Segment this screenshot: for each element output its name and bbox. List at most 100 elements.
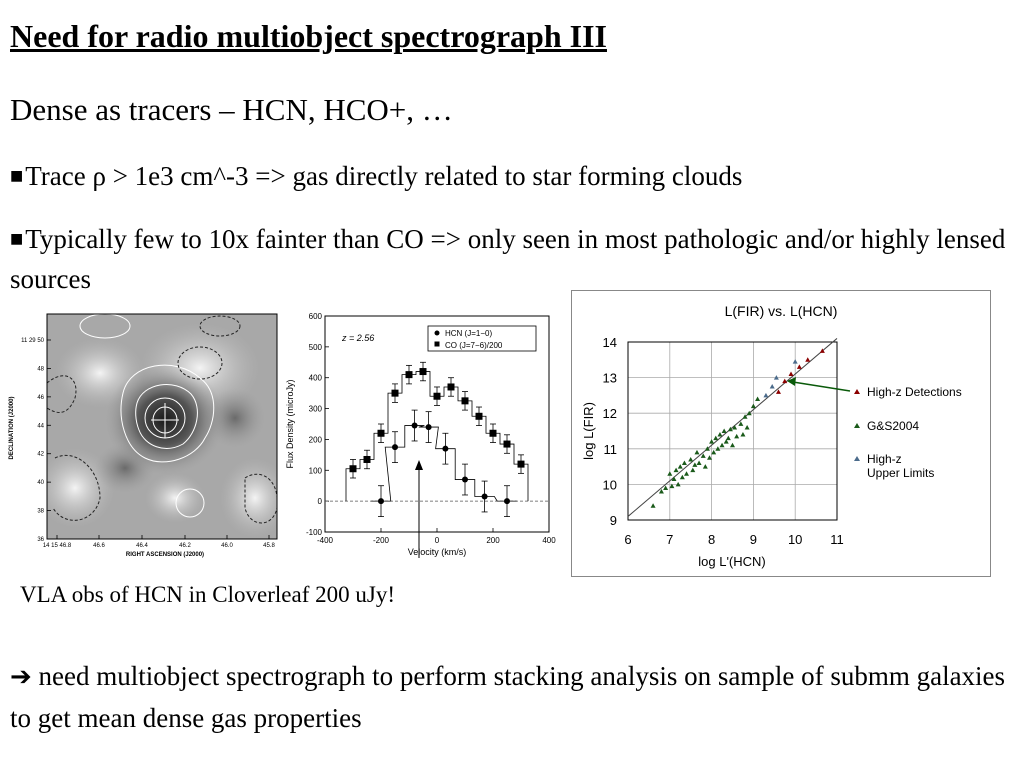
legend-triangle-icon [854,423,860,428]
fir-fit-line [627,338,838,517]
spectrum-point-hcn [481,493,488,500]
fir-point [671,476,677,482]
fir-chart-title: L(FIR) vs. L(HCN) [725,303,838,319]
fir-x-tick-label: 6 [624,532,631,547]
fir-y-tick-label: 11 [604,442,618,457]
fir-legend: High-z Detections G&S2004 High-z Upper Li… [854,385,962,480]
fir-point [702,464,708,469]
fir-point [773,375,779,380]
fir-point [723,439,729,444]
fir-point [725,435,731,441]
spectrum-point-co [391,389,399,397]
fir-point [709,439,715,444]
map-y-tick-label: 36 [37,537,44,543]
legend-circle-marker [434,330,440,336]
spectrum-x-tick-label: -200 [373,536,390,545]
hcn-spectrum-chart: -100 0 100 200 300 400 500 600 -400 -200 0 200 400 z… [285,312,556,558]
spectrum-y-tick-label: 200 [309,435,323,444]
fir-y-tick-label: 13 [603,371,617,386]
fir-point [692,462,698,467]
map-y-tick-label: 44 [37,423,44,429]
fir-point [763,392,769,398]
fir-y-tick-label: 10 [603,477,617,492]
fir-point [677,464,683,469]
map-x-ticks: 14 15 46.8 46.6 46.4 46.2 46.0 45.8 [43,535,275,549]
map-x-tick-label: 46.0 [221,543,233,549]
fir-point [819,348,825,353]
fir-point [681,460,687,466]
spectrum-y-tick-label: -100 [306,528,323,537]
spectrum-point-co [419,368,427,376]
fir-point [755,396,761,401]
spectrum-x-tick-label: -400 [317,536,334,545]
bullet-square-icon: ■ [10,168,24,184]
legend-label: High-z Upper Limits [867,452,934,480]
fir-point [663,485,669,490]
fir-point [805,357,811,362]
map-y-ticks: 11 29 50 48 46 44 42 40 38 36 [21,338,51,543]
fir-point [696,460,702,466]
right-arrow-icon: ➔ [10,662,32,692]
fir-point [704,446,710,451]
spectrum-point-hcn [504,498,510,505]
bullet-trace-density: ■Trace ρ > 1e3 cm^-3 => gas directly rel… [10,156,742,196]
spectrum-y-axis-label: Flux Density (microJy) [285,379,295,468]
fir-point [711,449,717,455]
map-y-axis-label: DECLINATION (J2000) [9,397,15,460]
slide-title: Need for radio multiobject spectrograph … [10,18,607,54]
fir-point [727,426,733,432]
map-y-tick-label: 42 [37,452,44,458]
bullet-fainter-than-co: ■Typically few to 10x fainter than CO =>… [10,219,1015,299]
hcn-contour-map: 11 29 50 48 46 44 42 40 38 36 14 15 46.8 46.6 46.… [9,313,278,558]
fir-point [769,384,775,389]
spectrum-y-tick-label: 500 [309,343,323,352]
fir-point [715,446,721,451]
map-x-axis-label: RIGHT ASCENSION (J2000) [126,552,204,558]
spectrum-point-co [475,412,483,420]
spectrum-point-co [349,465,357,473]
fir-y-tick-label: 12 [603,406,617,421]
spectrum-x-axis-label: Velocity (km/s) [408,547,467,557]
fir-y-tick-label: 14 [603,335,617,350]
legend-triangle-icon [854,456,860,461]
spectrum-redshift-annotation: z = 2.56 [341,333,374,343]
fir-vs-hcn-chart: L(FIR) vs. L(HCN) 6 7 8 9 10 11 9 10 11 12 13 14 lo… [571,290,991,577]
fir-x-tick-label: 9 [750,532,757,547]
fir-marks [627,338,838,517]
fir-point [679,474,685,480]
fir-point [750,403,756,409]
map-x-tick-label: 45.8 [263,543,275,549]
fir-point [669,483,675,489]
fir-point [673,467,679,473]
map-y-tick-label: 46 [37,395,44,401]
fir-point [796,364,802,369]
fir-point [707,455,713,460]
fir-point [684,471,690,476]
fir-point [694,449,700,455]
spectrum-y-tick-label: 600 [309,312,323,321]
legend-label: G&S2004 [867,419,919,433]
bullet-square-icon: ■ [10,231,24,247]
map-x-tick-label: 46.4 [136,543,148,549]
map-image [47,314,277,539]
spectrum-point-co [377,429,385,437]
bullet-text: Typically few to 10x fainter than CO => … [10,224,1006,294]
fir-x-axis-label: log L'(HCN) [698,554,766,569]
spectrum-axes: -100 0 100 200 300 400 500 600 -400 -200 0 200 400 [306,312,556,545]
spectrum-point-co [433,392,441,400]
spectrum-point-hcn [442,445,449,452]
fir-chart-border [571,290,991,577]
map-y-tick-label: 40 [37,480,44,486]
spectrum-point-co [517,460,525,468]
fir-point [734,433,740,439]
map-x-tick-label: 46.6 [93,543,105,549]
fir-point [788,371,794,377]
fir-point [700,453,706,458]
spectrum-point-co [461,397,469,405]
fir-point [732,424,738,430]
slide-subtitle: Dense as tracers – HCN, HCO+, … [10,92,453,127]
fir-point [713,435,719,441]
legend-label: High-z Detections [867,385,962,399]
bullet-text: Trace ρ > 1e3 cm^-3 => gas directly rela… [25,161,743,191]
figure-caption: VLA obs of HCN in Cloverleaf 200 uJy! [20,582,395,607]
